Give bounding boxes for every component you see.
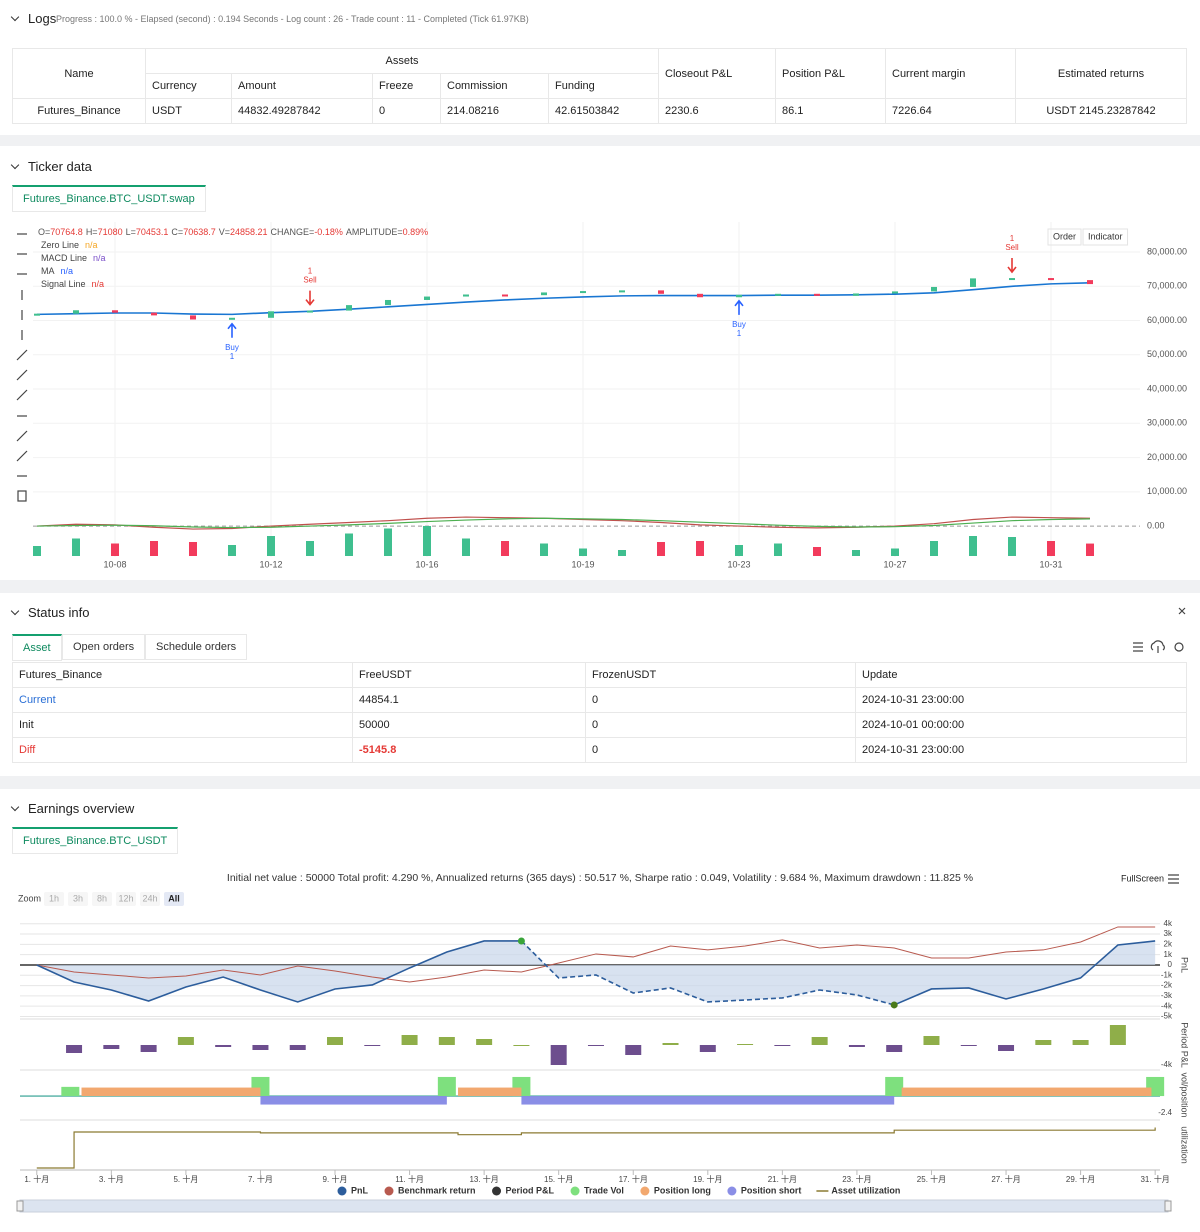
status-card: Status info Futures_Binance FreeUSDT Froze…	[0, 593, 1200, 776]
cell: 214.08216	[440, 98, 549, 124]
column-header: Name	[12, 48, 146, 99]
table-row: Diff -5145.8 0 2024-10-31 23:00:00	[12, 737, 1187, 763]
tab[interactable]: Futures_Binance.BTC_USDT	[12, 827, 179, 854]
group-header: Assets	[145, 48, 659, 74]
cell: 50000	[352, 712, 586, 738]
assets-table: Name Assets Closeout P&L Position P&L Curren…	[12, 48, 1187, 124]
table-row: Init 50000 0 2024-10-01 00:00:00	[12, 712, 1187, 738]
collapse-icon[interactable]	[10, 802, 20, 812]
cell: 2024-10-31 23:00:00	[855, 687, 1187, 713]
column-header: Futures_Binance	[12, 662, 353, 688]
table-row: Current 44854.1 0 2024-10-31 23:00:00	[12, 687, 1187, 713]
log-status: Progress : 100.0 % - Elapsed (second) : …	[56, 14, 529, 24]
header-row: Name Assets Closeout P&L Position P&L Curren…	[12, 48, 1187, 99]
section-title: Earnings overview	[28, 801, 135, 816]
cell: 2024-10-31 23:00:00	[855, 737, 1187, 763]
tab[interactable]: Schedule orders	[145, 634, 248, 660]
header-row: Futures_Binance FreeUSDT FrozenUSDT Update	[12, 662, 1187, 688]
collapse-icon[interactable]	[10, 12, 20, 22]
section-title: Logs	[28, 11, 57, 26]
cell: USDT 2145.23287842	[1015, 98, 1187, 124]
asset-table: Futures_Binance FreeUSDT FrozenUSDT Update C…	[12, 662, 1187, 763]
column-header: Funding	[548, 73, 659, 99]
cell: 0	[585, 687, 856, 713]
ticker-card: Ticker data Futures_Binance.BTC_USDT.swa…	[0, 146, 1200, 580]
collapse-icon[interactable]	[10, 160, 20, 170]
column-header: Position P&L	[775, 48, 886, 99]
tab[interactable]: Futures_Binance.BTC_USDT.swap	[12, 185, 206, 212]
collapse-icon[interactable]	[10, 606, 20, 616]
cell: Current	[12, 687, 353, 713]
tab[interactable]: Open orders	[62, 634, 146, 660]
tab[interactable]: Asset	[12, 634, 62, 661]
cell: 0	[585, 737, 856, 763]
column-header: Update	[855, 662, 1187, 688]
cell: 2230.6	[658, 98, 776, 124]
cell: 0	[585, 712, 856, 738]
section-title: Status info	[28, 605, 90, 620]
column-header: FrozenUSDT	[585, 662, 856, 688]
column-header: Freeze	[372, 73, 441, 99]
header-row: Currency Amount Freeze Commission Funding	[13, 73, 1187, 99]
cell: 86.1	[775, 98, 886, 124]
logs-card: Logs Progress : 100.0 % - Elapsed (secon…	[0, 0, 1200, 135]
earnings-card: Earnings overview Futures_Binance.BTC_US…	[0, 789, 1200, 1232]
column-header: Closeout P&L	[658, 48, 776, 99]
cell: 7226.64	[885, 98, 1016, 124]
table-row: Futures_Binance USDT 44832.49287842 0 214.08…	[12, 98, 1187, 124]
column-header: Amount	[231, 73, 373, 99]
column-header: Estimated returns	[1015, 48, 1187, 99]
cell: Futures_Binance	[12, 98, 146, 124]
cell: 42.61503842	[548, 98, 659, 124]
cell: 2024-10-01 00:00:00	[855, 712, 1187, 738]
cell: 44854.1	[352, 687, 586, 713]
cell: -5145.8	[352, 737, 586, 763]
cell: 0	[372, 98, 441, 124]
cell: 44832.49287842	[231, 98, 373, 124]
column-header: Currency	[145, 73, 232, 99]
column-header: Commission	[440, 73, 549, 99]
section-title: Ticker data	[28, 159, 92, 174]
column-header: Current margin	[885, 48, 1016, 99]
column-header: FreeUSDT	[352, 662, 586, 688]
cell: Init	[12, 712, 353, 738]
cell: Diff	[12, 737, 353, 763]
cell: USDT	[145, 98, 232, 124]
